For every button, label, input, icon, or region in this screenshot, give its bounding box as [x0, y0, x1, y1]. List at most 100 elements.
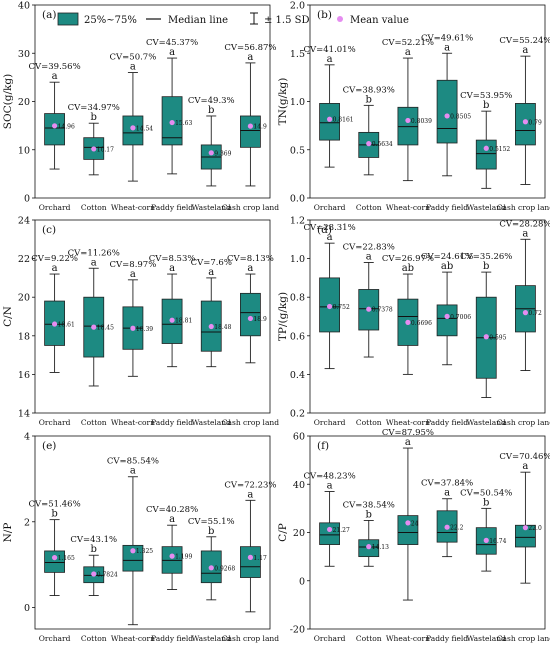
- legend-sd-icon: [250, 12, 258, 25]
- legend-box-swatch: [57, 12, 79, 26]
- panel-label: (c): [42, 224, 56, 236]
- significance-letter: ab: [402, 263, 414, 274]
- mean-point: [483, 145, 489, 151]
- mean-value-label: 0.7824: [97, 571, 118, 578]
- y-tick-label: 40: [293, 480, 305, 491]
- x-category-label: Orchard: [314, 203, 346, 212]
- panel-2: 0.00.51.01.52.0TN(g/kg)(b)0.8161aCV=41.0…: [277, 1, 550, 213]
- y-tick-label: 10: [18, 145, 30, 156]
- cv-label: CV=28.31%: [303, 223, 355, 233]
- y-tick-label: 20: [18, 293, 30, 304]
- y-tick-label: 16: [18, 370, 30, 381]
- x-category-label: Cotton: [356, 634, 382, 643]
- y-axis-label: TN(g/kg): [277, 78, 289, 126]
- mean-value-label: 0.7006: [450, 314, 471, 321]
- mean-value-label: 14.9: [253, 124, 267, 131]
- mean-point: [366, 141, 372, 147]
- x-category-label: Paddy field: [426, 203, 468, 212]
- significance-letter: a: [130, 62, 136, 73]
- mean-point: [522, 310, 529, 316]
- mean-value-label: 18.61: [58, 322, 75, 329]
- mean-point: [326, 116, 333, 122]
- mean-value-label: 14.96: [58, 123, 75, 130]
- legend-median-label: Median line: [168, 15, 228, 26]
- y-tick-label: 0.6: [290, 331, 305, 342]
- significance-letter: ab: [441, 261, 453, 272]
- mean-value-label: 16.74: [489, 538, 506, 545]
- mean-point: [326, 526, 333, 533]
- mean-value-label: 1.199: [175, 554, 192, 561]
- mean-point: [366, 306, 372, 312]
- box-5: 0.595 bCV=35.26% Wasteland: [460, 252, 512, 427]
- y-tick-label: 22: [18, 254, 30, 265]
- y-tick-label: 60: [293, 432, 305, 443]
- mean-point: [208, 323, 214, 330]
- mean-value-label: 0.752: [333, 304, 350, 311]
- significance-letter: a: [327, 54, 333, 65]
- significance-letter: a: [91, 257, 97, 268]
- significance-letter: a: [366, 251, 372, 262]
- cv-label: CV=87.95%: [382, 428, 434, 438]
- mean-value-label: 1.325: [136, 548, 153, 555]
- box-1: 21.27 aCV=48.23% Orchard: [303, 471, 355, 643]
- cv-label: CV=40.28%: [146, 505, 198, 515]
- y-tick-label: 0: [24, 603, 30, 614]
- x-category-label: Paddy field: [151, 418, 193, 427]
- cv-label: CV=55.24%: [499, 36, 550, 46]
- x-category-label: Cotton: [81, 634, 107, 643]
- box-5: 18.48 aCV=7.6% Wasteland: [191, 258, 232, 427]
- x-category-label: Wasteland: [192, 203, 232, 212]
- panel-5: 024N/P(e)1.165bCV=51.46%Orchard0.7824bCV…: [2, 432, 279, 644]
- cv-label: CV=48.23%: [303, 471, 355, 481]
- box-4: 15.63 aCV=45.37% Paddy field: [146, 38, 198, 212]
- cv-label: CV=8.97%: [110, 260, 157, 270]
- box-6: 0.72 aCV=28.28% Cash crop land: [497, 219, 550, 427]
- cv-label: CV=56.87%: [224, 43, 276, 53]
- mean-value-label: 0.595: [489, 334, 506, 341]
- significance-letter: a: [169, 47, 175, 58]
- mean-value-label: 0.79: [528, 119, 542, 126]
- cv-label: CV=35.26%: [460, 252, 512, 262]
- mean-point: [169, 317, 175, 323]
- box-1: 18.61 aCV=9.22% Orchard: [31, 254, 78, 427]
- x-category-label: Wheat-corn: [386, 634, 430, 643]
- significance-letter: a: [522, 45, 528, 56]
- significance-letter: a: [327, 232, 333, 243]
- mean-point: [366, 544, 372, 550]
- significance-letter: a: [52, 71, 58, 82]
- significance-letter: b: [366, 94, 372, 105]
- cv-label: CV=41.01%: [303, 45, 355, 55]
- mean-point: [483, 334, 489, 340]
- cv-label: CV=72.23%: [224, 480, 276, 490]
- cv-label: CV=50.54%: [460, 488, 512, 498]
- box-1: 14.96 aCV=39.56% Orchard: [28, 62, 80, 212]
- x-category-label: Paddy field: [151, 203, 193, 212]
- panel-6: -200204060C/P(f)21.27aCV=48.23%Orchard14…: [277, 428, 550, 643]
- box-5: 0.5152 bCV=53.95% Wasteland: [460, 91, 512, 212]
- panel-label: (b): [317, 9, 332, 21]
- iqr-box: [122, 544, 144, 572]
- x-category-label: Cash crop land: [497, 634, 550, 643]
- significance-letter: a: [169, 514, 175, 525]
- legend-mean-marker: [337, 16, 343, 22]
- y-tick-label: 18: [18, 331, 30, 342]
- box-5: 0.9268 bCV=55.1% Wasteland: [188, 517, 236, 643]
- significance-letter: a: [130, 269, 136, 280]
- y-axis-label: C/P: [277, 523, 289, 542]
- cv-label: CV=50.7%: [110, 53, 157, 63]
- mean-value-label: 15.63: [175, 120, 192, 127]
- box-3: 0.8039 aCV=52.21% Wheat-corn: [382, 38, 434, 212]
- mean-point: [208, 565, 214, 571]
- box-3: 24 aCV=87.95% Wheat-corn: [382, 428, 434, 643]
- x-category-label: Wasteland: [467, 203, 507, 212]
- x-category-label: Wasteland: [467, 418, 507, 427]
- x-category-label: Wheat-corn: [111, 418, 155, 427]
- iqr-box: [44, 113, 65, 146]
- box-2: 0.7378 aCV=22.83% Cotton: [343, 242, 395, 427]
- mean-point: [130, 325, 136, 331]
- mean-point: [51, 321, 58, 327]
- y-tick-label: 0.4: [290, 370, 305, 381]
- mean-point: [51, 554, 58, 561]
- y-axis-label: C/N: [2, 306, 14, 327]
